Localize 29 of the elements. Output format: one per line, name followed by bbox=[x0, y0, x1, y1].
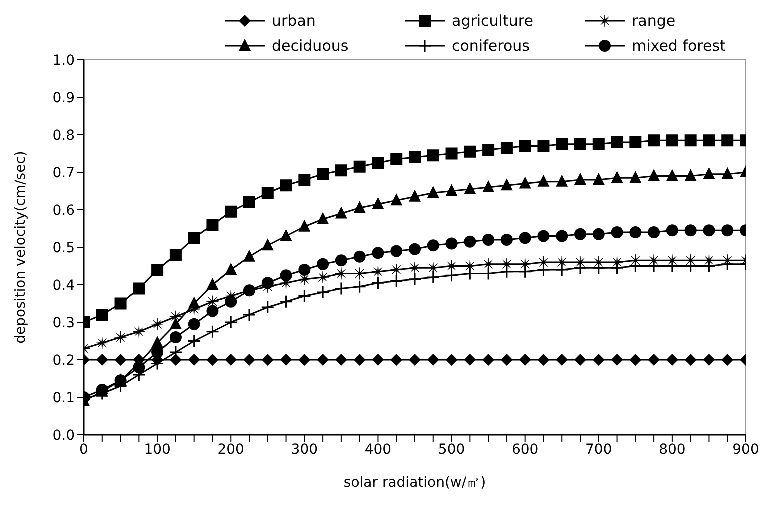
y-tick-label: 0.5 bbox=[52, 240, 75, 256]
x-tick-label: 0 bbox=[80, 442, 88, 458]
legend-label: range bbox=[632, 12, 676, 30]
x-tick-label: 200 bbox=[218, 442, 244, 458]
y-tick-label: 0.2 bbox=[52, 352, 75, 369]
x-tick-label: 600 bbox=[512, 442, 539, 458]
x-tick-label: 900 bbox=[732, 442, 760, 458]
x-tick-label: 500 bbox=[438, 442, 466, 458]
y-tick-label: 1.0 bbox=[52, 52, 75, 69]
legend-label: deciduous bbox=[272, 37, 349, 55]
y-tick-label: 0.3 bbox=[52, 315, 75, 332]
y-tick-label: 0.0 bbox=[52, 428, 75, 444]
y-tick-label: 0.7 bbox=[52, 165, 75, 182]
x-tick-label: 100 bbox=[144, 442, 171, 458]
x-axis-title: solar radiation(w/㎡) bbox=[344, 475, 486, 491]
legend-label: urban bbox=[272, 12, 316, 30]
legend-label: mixed forest bbox=[632, 37, 726, 55]
legend-label: agriculture bbox=[452, 12, 534, 30]
y-tick-label: 0.9 bbox=[52, 90, 75, 106]
legend-label: coniferous bbox=[452, 37, 530, 55]
x-tick-label: 300 bbox=[291, 442, 318, 458]
y-tick-label: 0.4 bbox=[52, 278, 76, 294]
y-tick-label: 0.6 bbox=[52, 202, 76, 219]
y-tick-label: 0.1 bbox=[52, 390, 75, 406]
x-tick-label: 700 bbox=[586, 442, 612, 458]
y-tick-label: 0.8 bbox=[52, 128, 75, 144]
x-tick-label: 800 bbox=[659, 442, 686, 458]
x-tick-label: 400 bbox=[364, 442, 392, 458]
y-axis-title: deposition velocity(cm/sec) bbox=[12, 151, 29, 344]
